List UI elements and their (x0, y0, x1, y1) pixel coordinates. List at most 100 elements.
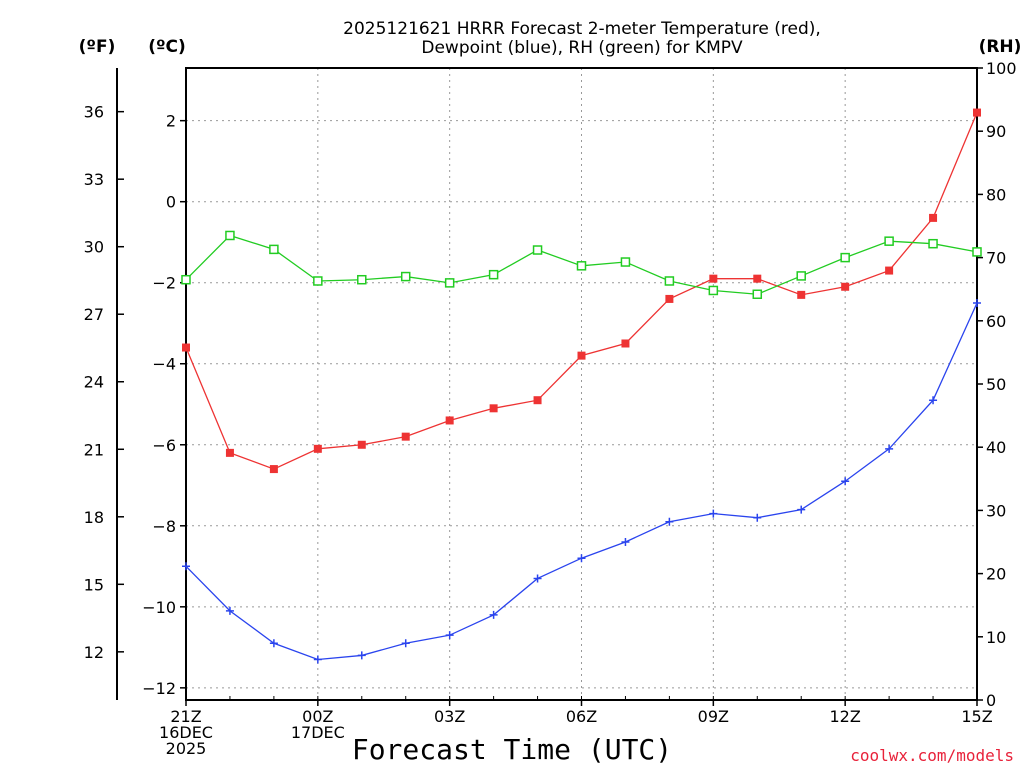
rh-point (181, 274, 191, 285)
celsius-axis-label: (ºC) (148, 37, 186, 57)
celsius-tick-label: −10 (142, 598, 176, 617)
rh-tick-label: 10 (986, 628, 1006, 647)
dewpoint-point (401, 639, 410, 648)
temperature-point (841, 282, 850, 291)
rh-tick-label: 100 (986, 59, 1017, 78)
rh-tick-label: 80 (986, 185, 1006, 204)
rh-point (796, 271, 806, 281)
data-series (181, 108, 982, 664)
temperature-point (709, 274, 718, 283)
rh-tick-label: 20 (986, 565, 1006, 584)
fahrenheit-tick-label: 30 (84, 238, 104, 257)
plot-frame (185, 67, 978, 701)
celsius-tick-label: −2 (152, 274, 176, 293)
x-tick-label: 12Z (830, 707, 861, 726)
fahrenheit-tick-label: 21 (84, 440, 104, 459)
temperature-point (533, 396, 542, 405)
dewpoint-point (753, 513, 762, 522)
celsius-tick-label: −6 (152, 436, 176, 455)
celsius-tick-label: −8 (152, 517, 176, 536)
celsius-tick-label: 2 (166, 112, 176, 131)
x-tick-label: 00Z (302, 707, 333, 726)
fahrenheit-tick-label: 15 (84, 575, 104, 594)
temperature-point (577, 351, 586, 360)
celsius-tick-label: −4 (152, 355, 176, 374)
dewpoint-point (269, 639, 278, 648)
temperature-point (313, 444, 322, 453)
rh-point (840, 252, 850, 263)
temperature-point (357, 440, 366, 449)
temperature-point (225, 448, 234, 457)
rh-axis-label: (RH) (979, 37, 1022, 57)
dewpoint-point (885, 444, 894, 453)
rh-tick-label: 50 (986, 375, 1006, 394)
dewpoint-point (357, 651, 366, 660)
rh-point (444, 278, 455, 288)
rh-tick-label: 90 (986, 122, 1006, 141)
rh-tick-label: 40 (986, 438, 1006, 457)
grid-lines (186, 68, 977, 700)
rh-point (752, 289, 763, 300)
temperature-point (489, 404, 498, 413)
temperature-point (269, 465, 278, 474)
dewpoint-point (489, 610, 498, 619)
rh-tick-label: 30 (986, 501, 1006, 520)
x-tick-label: 21Z (170, 707, 201, 726)
x-tick-label: 03Z (434, 707, 465, 726)
temperature-point (401, 432, 410, 441)
fahrenheit-tick-label: 27 (84, 305, 104, 324)
fahrenheit-tick-label: 33 (84, 170, 104, 189)
temperature-point (182, 343, 190, 352)
dewpoint-point (225, 606, 234, 615)
fahrenheit-tick-label: 12 (84, 643, 104, 662)
rh-point (708, 285, 719, 296)
x-axis-label: Forecast Time (UTC) (352, 733, 672, 766)
x-tick-label: 15Z (961, 707, 992, 726)
dewpoint-point (665, 517, 674, 526)
dewpoint-point (313, 655, 322, 664)
dewpoint-point (797, 505, 806, 514)
dewpoint-point (533, 574, 542, 583)
temperature-point (621, 339, 630, 348)
rh-tick-label: 60 (986, 312, 1006, 331)
dewpoint-point (445, 631, 454, 640)
x-tick-label: 09Z (698, 707, 729, 726)
x-tick-label: 16DEC (159, 723, 213, 742)
dewpoint-point (929, 396, 938, 405)
celsius-tick-label: −12 (142, 679, 176, 698)
x-tick-label: 17DEC (291, 723, 345, 742)
dewpoint-point (973, 298, 981, 307)
dewpoint-point (621, 538, 630, 546)
rh-point (225, 230, 235, 241)
dewpoint-point (182, 562, 190, 571)
rh-point (269, 244, 279, 255)
rh-point (488, 269, 499, 280)
rh-point (884, 236, 894, 246)
fahrenheit-tick-label: 18 (84, 508, 104, 527)
dewpoint-point (577, 554, 586, 563)
temperature-point (929, 213, 938, 222)
rh-point (576, 261, 587, 271)
temperature-point (797, 290, 806, 299)
temperature-point (665, 294, 674, 303)
rh-point (928, 238, 938, 249)
temperature-point (885, 266, 894, 275)
rh-point (664, 276, 675, 286)
temperature-point (753, 274, 762, 283)
fahrenheit-tick-label: 24 (84, 373, 104, 392)
credit-text: coolwx.com/models (850, 746, 1014, 765)
rh-point (400, 271, 411, 282)
rh-point (620, 257, 631, 267)
fahrenheit-tick-label: 36 (84, 103, 104, 122)
rh-tick-label: 70 (986, 249, 1006, 268)
rh-point (313, 276, 323, 286)
x-tick-label: 06Z (566, 707, 597, 726)
temperature-point (973, 108, 981, 117)
axis-ticks: −12 −10 −8 −6 −4 −2 0 2 12 15 18 21 24 27 30 33 36 0 10 20 3… (84, 59, 1017, 758)
temperature-point (445, 416, 454, 425)
chart-title-line2: Dewpoint (blue), RH (green) for KMPV (421, 38, 743, 58)
fahrenheit-axis-label: (ºF) (79, 37, 116, 57)
rh-point (532, 245, 543, 255)
x-tick-label: 2025 (166, 739, 207, 758)
